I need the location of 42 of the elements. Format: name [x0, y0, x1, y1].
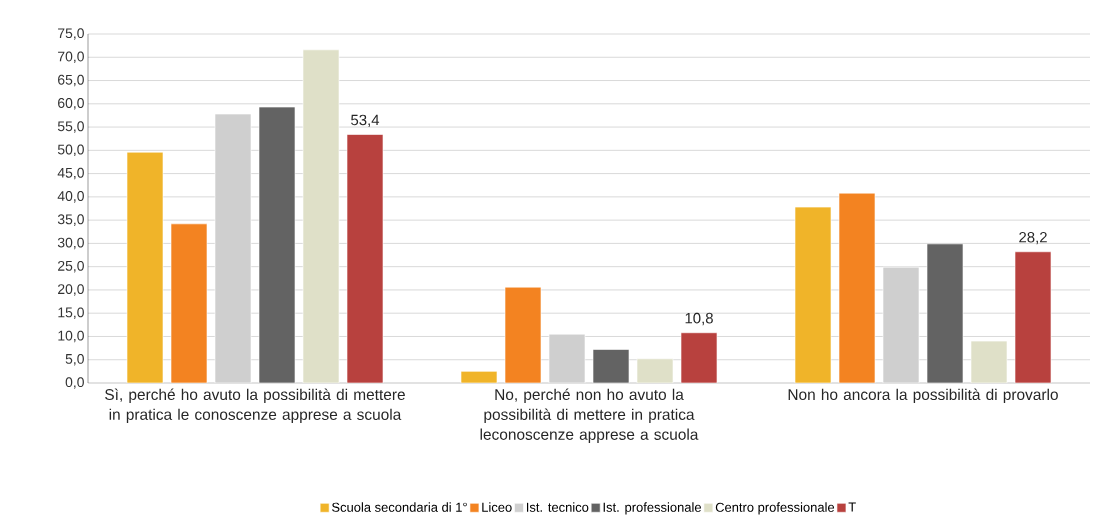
- y-tick-label: 60,0: [58, 98, 84, 110]
- y-tick-label: 20,0: [58, 284, 84, 296]
- y-tick-label: 70,0: [58, 51, 84, 64]
- y-tick-label: 65,0: [58, 74, 84, 87]
- bar: [838, 192, 876, 383]
- y-tick-label: 10,0: [58, 330, 84, 343]
- x-tick-label: No, perché non ho avuto la possibilità di mettere in pratica leconoscenze apprese a scuola: [480, 388, 699, 443]
- legend-label: Ist. professionale: [603, 502, 701, 515]
- bar: [794, 206, 832, 383]
- bar: [504, 286, 542, 383]
- y-tick-label: 35,0: [57, 214, 84, 226]
- y-tick-label: 15,0: [58, 307, 84, 319]
- bar: [346, 134, 384, 383]
- legend-label: Centro professionale: [715, 502, 835, 515]
- y-tick-label: 50,0: [57, 144, 84, 157]
- legend-label: Scuola secondaria di 1°: [332, 502, 467, 512]
- y-tick-label: 40,0: [57, 191, 84, 203]
- legend-label: T: [848, 502, 856, 512]
- bar: [1014, 251, 1052, 383]
- y-tick-label: 55,0: [57, 121, 84, 133]
- legend-label: Liceo: [482, 502, 512, 512]
- x-tick-label: Non ho ancora la possibilità di provarlo: [788, 388, 1058, 404]
- bar: [636, 358, 674, 383]
- y-tick-label: 30,0: [57, 237, 84, 250]
- bar: [126, 151, 164, 383]
- legend-label: Ist. tecnico: [526, 502, 589, 512]
- bar: [970, 340, 1008, 383]
- x-tick-label: Sì, perché ho avuto la possibilità di mettere in pratica le conoscenze apprese a scuola: [105, 388, 405, 424]
- bar: [170, 223, 208, 383]
- bar: [592, 349, 630, 383]
- bar: [680, 332, 718, 383]
- data-label: 28,2: [1019, 231, 1047, 245]
- y-tick-label: 75,0: [58, 28, 84, 40]
- y-tick-label: 25,0: [58, 260, 84, 273]
- bar: [302, 49, 340, 383]
- y-tick-label: 5,0: [65, 353, 84, 366]
- y-tick-label: 0,0: [65, 377, 84, 389]
- data-label: 10,8: [685, 312, 713, 326]
- bar: [926, 243, 964, 383]
- data-label: 53,4: [351, 114, 380, 127]
- y-tick-label: 45,0: [57, 167, 84, 180]
- bar: [258, 106, 296, 383]
